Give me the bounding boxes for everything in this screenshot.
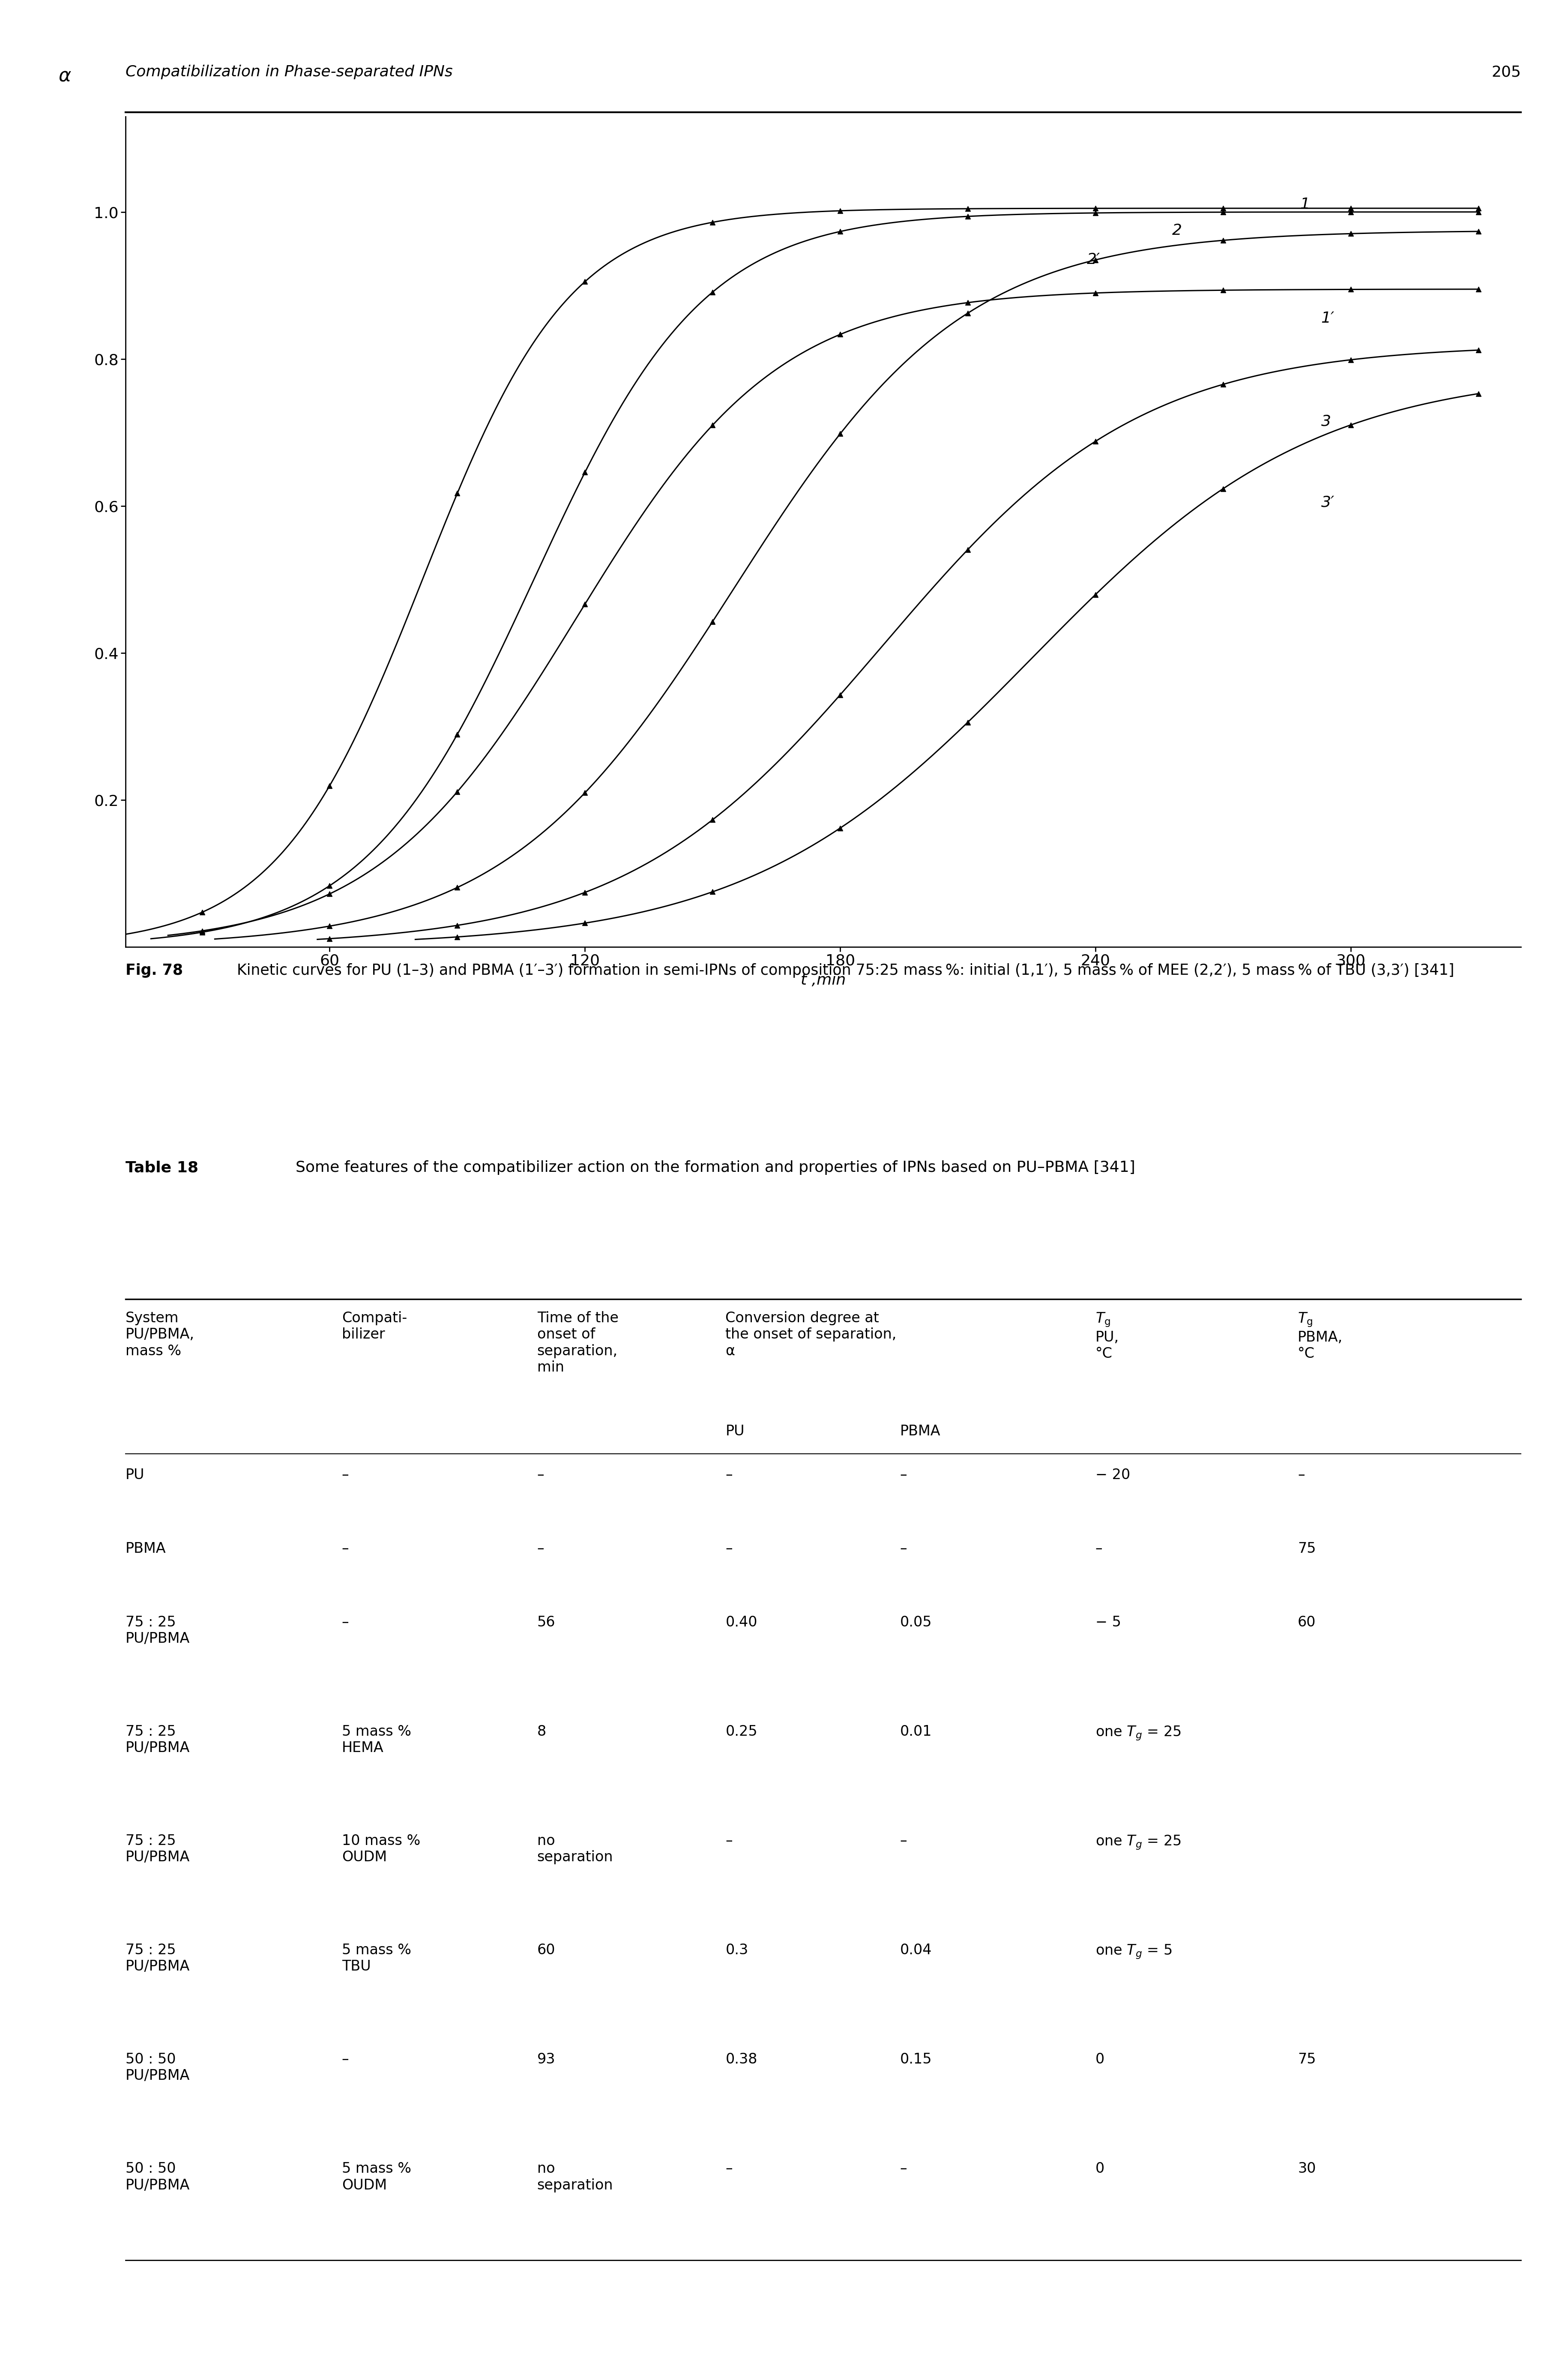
Text: 10 mass %
OUDM: 10 mass % OUDM [342,1833,420,1864]
Text: 0.40: 0.40 [726,1615,757,1629]
Text: 75: 75 [1298,1541,1316,1555]
Text: Compatibilization in Phase-separated IPNs: Compatibilization in Phase-separated IPN… [125,64,453,78]
Text: System
PU/PBMA,
mass %: System PU/PBMA, mass % [125,1310,194,1358]
Text: no
separation: no separation [538,1833,613,1864]
Text: 75 : 25
PU/PBMA: 75 : 25 PU/PBMA [125,1833,190,1864]
Text: –: – [726,1467,732,1481]
Text: 1′: 1′ [1320,312,1334,326]
Text: –: – [342,1541,348,1555]
Text: –: – [342,2052,348,2066]
Text: PU: PU [726,1424,745,1439]
Text: Fig. 78: Fig. 78 [125,963,183,977]
Text: 60: 60 [538,1943,555,1957]
Text: $T_{\mathrm{g}}$
PU,
°C: $T_{\mathrm{g}}$ PU, °C [1096,1310,1120,1360]
Text: 0.38: 0.38 [726,2052,757,2066]
Text: 30: 30 [1298,2162,1316,2176]
Text: 50 : 50
PU/PBMA: 50 : 50 PU/PBMA [125,2162,190,2193]
Text: 2′: 2′ [1087,252,1101,266]
Text: Some features of the compatibilizer action on the formation and properties of IP: Some features of the compatibilizer acti… [285,1160,1135,1175]
Text: –: – [726,1833,732,1848]
Text: 1: 1 [1300,197,1309,212]
Text: 0.15: 0.15 [900,2052,931,2066]
Text: 8: 8 [538,1724,546,1738]
Text: –: – [1096,1541,1102,1555]
Text: 0.04: 0.04 [900,1943,931,1957]
Text: − 20: − 20 [1096,1467,1131,1481]
Text: 75: 75 [1298,2052,1316,2066]
Text: 205: 205 [1491,64,1521,78]
Text: Compati-
bilizer: Compati- bilizer [342,1310,408,1341]
Text: –: – [900,1541,906,1555]
Text: –: – [900,1833,906,1848]
Text: 3′: 3′ [1320,495,1334,509]
Text: 5 mass %
HEMA: 5 mass % HEMA [342,1724,411,1755]
Text: − 5: − 5 [1096,1615,1121,1629]
Text: 0.25: 0.25 [726,1724,757,1738]
Text: PBMA: PBMA [900,1424,941,1439]
Text: no
separation: no separation [538,2162,613,2193]
Text: one $T_g$ = 25: one $T_g$ = 25 [1096,1833,1181,1850]
Text: one $T_g$ = 5: one $T_g$ = 5 [1096,1943,1171,1959]
Text: Conversion degree at
the onset of separation,
α: Conversion degree at the onset of separa… [726,1310,897,1358]
Text: Time of the
onset of
separation,
min: Time of the onset of separation, min [538,1310,618,1374]
Text: –: – [726,1541,732,1555]
Text: 93: 93 [538,2052,555,2066]
Text: 75 : 25
PU/PBMA: 75 : 25 PU/PBMA [125,1724,190,1755]
X-axis label: t ,min: t ,min [801,973,845,987]
Text: 3: 3 [1320,414,1331,428]
Text: 50 : 50
PU/PBMA: 50 : 50 PU/PBMA [125,2052,190,2083]
Text: PU: PU [125,1467,144,1481]
Text: Table 18: Table 18 [125,1160,198,1175]
Text: 5 mass %
TBU: 5 mass % TBU [342,1943,411,1974]
Text: –: – [1298,1467,1305,1481]
Text: –: – [900,2162,906,2176]
Text: 0.01: 0.01 [900,1724,931,1738]
Text: –: – [342,1467,348,1481]
Text: 75 : 25
PU/PBMA: 75 : 25 PU/PBMA [125,1943,190,1974]
Text: 2: 2 [1171,224,1182,238]
Text: 0: 0 [1096,2162,1104,2176]
Text: –: – [726,2162,732,2176]
Text: –: – [342,1615,348,1629]
Text: 56: 56 [538,1615,555,1629]
Text: Kinetic curves for PU (1–3) and PBMA (1′–3′) formation in semi-IPNs of compositi: Kinetic curves for PU (1–3) and PBMA (1′… [227,963,1454,977]
Text: $\alpha$: $\alpha$ [58,67,72,86]
Text: one $T_g$ = 25: one $T_g$ = 25 [1096,1724,1181,1741]
Text: 0: 0 [1096,2052,1104,2066]
Text: –: – [900,1467,906,1481]
Text: 60: 60 [1298,1615,1316,1629]
Text: $T_{\mathrm{g}}$
PBMA,
°C: $T_{\mathrm{g}}$ PBMA, °C [1298,1310,1342,1360]
Text: PBMA: PBMA [125,1541,166,1555]
Text: –: – [538,1467,544,1481]
Text: 5 mass %
OUDM: 5 mass % OUDM [342,2162,411,2193]
Text: 0.3: 0.3 [726,1943,748,1957]
Text: –: – [538,1541,544,1555]
Text: 75 : 25
PU/PBMA: 75 : 25 PU/PBMA [125,1615,190,1646]
Text: 0.05: 0.05 [900,1615,931,1629]
